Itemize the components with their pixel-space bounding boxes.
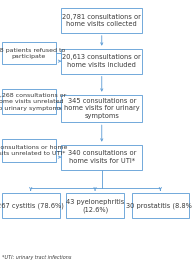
FancyBboxPatch shape xyxy=(2,89,56,114)
FancyBboxPatch shape xyxy=(132,193,189,218)
Text: 30 prostatitis (8.8%): 30 prostatitis (8.8%) xyxy=(126,203,192,209)
Text: 267 cystitis (78.6%): 267 cystitis (78.6%) xyxy=(0,203,64,209)
Text: 168 patients refused to
participate: 168 patients refused to participate xyxy=(0,48,65,59)
FancyBboxPatch shape xyxy=(61,145,142,170)
Text: *UTI: urinary tract infections: *UTI: urinary tract infections xyxy=(2,255,71,260)
Text: 345 consultations or
home visits for urinary
symptoms: 345 consultations or home visits for uri… xyxy=(64,98,140,119)
Text: 20,781 consultations or
home visits collected: 20,781 consultations or home visits coll… xyxy=(62,14,141,27)
FancyBboxPatch shape xyxy=(61,8,142,33)
Text: 20,268 consultations or
home visits unrelated
to urinary symptoms: 20,268 consultations or home visits unre… xyxy=(0,93,66,111)
FancyBboxPatch shape xyxy=(61,95,142,122)
Text: 340 consultations or
home visits for UTI*: 340 consultations or home visits for UTI… xyxy=(68,150,136,164)
FancyBboxPatch shape xyxy=(2,139,56,162)
Text: 43 pyelonephritis
(12.6%): 43 pyelonephritis (12.6%) xyxy=(66,199,124,213)
Text: 20,613 consultations or
home visits included: 20,613 consultations or home visits incl… xyxy=(62,54,141,68)
FancyBboxPatch shape xyxy=(2,193,60,218)
Text: 5 consultations or home
visits unrelated to UTI*: 5 consultations or home visits unrelated… xyxy=(0,145,67,156)
FancyBboxPatch shape xyxy=(61,49,142,74)
FancyBboxPatch shape xyxy=(2,42,56,64)
FancyBboxPatch shape xyxy=(66,193,124,218)
